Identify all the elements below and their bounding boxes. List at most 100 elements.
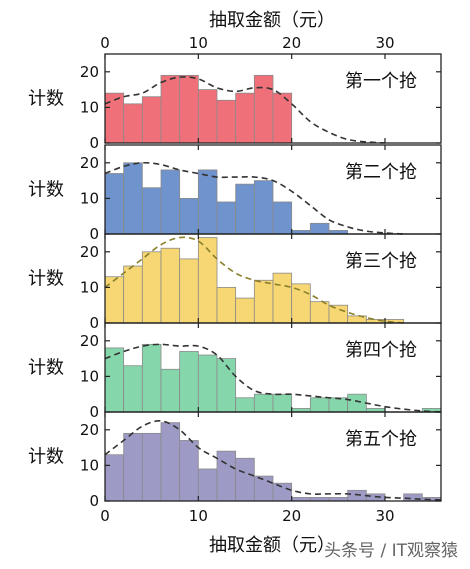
panel-label: 第三个抢 [345, 251, 417, 272]
panel-label: 第二个抢 [345, 162, 417, 183]
x-tick-label-top: 0 [100, 34, 110, 52]
bar [179, 197, 199, 235]
bar [123, 162, 143, 235]
bar [141, 432, 162, 502]
bar [309, 222, 330, 235]
bar [179, 351, 199, 413]
y-tick-label: 20 [80, 243, 99, 261]
panel-1: 0 10 20 计数 第一个抢 [28, 53, 442, 152]
y-tick-label: 20 [80, 63, 99, 81]
bar [216, 201, 237, 235]
bar [179, 440, 199, 502]
bar [123, 103, 143, 144]
y-tick-label: 0 [89, 314, 99, 332]
x-tick-label-bottom: 10 [189, 507, 208, 525]
bar [123, 432, 143, 502]
bar [104, 454, 125, 502]
y-tick-label: 10 [80, 278, 99, 296]
y-tick-label: 0 [89, 134, 99, 152]
bar [309, 397, 330, 413]
y-axis-title: 计数 [28, 269, 64, 290]
bar [309, 301, 330, 324]
x-tick-label-bottom: 0 [100, 507, 110, 525]
bar [253, 393, 274, 413]
plot-frame [104, 411, 442, 502]
bar [253, 279, 274, 324]
bar [160, 169, 181, 235]
panel-label: 第四个抢 [345, 340, 417, 361]
panel-2: 0 10 20 计数 第二个抢 [28, 144, 442, 243]
bar [141, 187, 162, 235]
bottom-x-tick-labels: 0 10 20 30 [100, 507, 394, 525]
bar [216, 450, 237, 502]
watermark-text: 头条号 / IT观察猿 [324, 541, 458, 561]
bar [272, 272, 293, 324]
bar [104, 276, 125, 324]
y-tick-label: 0 [89, 492, 99, 510]
bar [197, 169, 218, 235]
fit-curve [104, 343, 442, 413]
bar [235, 183, 255, 235]
fit-curve [104, 161, 404, 235]
bar [235, 297, 255, 324]
top-x-tick-labels: 0 10 20 30 [100, 34, 394, 52]
y-tick-label: 10 [80, 456, 99, 474]
bar [253, 74, 274, 144]
bar [160, 368, 181, 413]
x-tick-label-bottom: 30 [375, 507, 394, 525]
y-axis-title: 计数 [28, 89, 64, 110]
bar [141, 251, 162, 324]
y-tick-label: 10 [80, 367, 99, 385]
bar [365, 493, 386, 502]
bar [104, 173, 125, 235]
bar [272, 201, 293, 235]
bar [197, 354, 218, 413]
bar [235, 397, 255, 413]
bar [104, 92, 125, 144]
y-axis-title: 计数 [28, 358, 64, 379]
bar [347, 393, 367, 413]
bar [123, 365, 143, 413]
panel-5: 0 10 20 计数 第五个抢 [28, 411, 442, 510]
y-tick-label: 20 [80, 332, 99, 350]
bar [328, 397, 349, 413]
bar [253, 475, 274, 502]
panel-4: 0 10 20 计数 第四个抢 [28, 322, 442, 421]
bar [347, 489, 367, 502]
bar [160, 247, 181, 324]
bar [216, 286, 237, 324]
x-tick-label-bottom: 20 [282, 507, 301, 525]
fit-curve [104, 236, 404, 324]
bar [272, 482, 293, 502]
panel-label: 第五个抢 [345, 429, 417, 450]
bar [235, 92, 255, 144]
bar [235, 457, 255, 502]
bar [141, 96, 162, 144]
bar [197, 468, 218, 502]
bar [197, 89, 218, 144]
x-tick-label-top: 20 [282, 34, 301, 52]
y-tick-label: 0 [89, 403, 99, 421]
y-tick-label: 10 [80, 189, 99, 207]
bar [179, 74, 199, 144]
bar [272, 393, 293, 413]
bar [160, 422, 181, 502]
bottom-axis-title: 抽取金额（元） [209, 535, 335, 556]
panel-3: 0 10 20 计数 第三个抢 [28, 233, 442, 332]
bar [216, 99, 237, 144]
panel-label: 第一个抢 [345, 71, 417, 92]
panels-group: 01020计数第一个抢01020计数第二个抢01020计数第三个抢01020计数… [28, 34, 442, 525]
bar [253, 180, 274, 235]
x-tick-label-top: 10 [189, 34, 208, 52]
y-axis-title: 计数 [28, 447, 64, 468]
y-tick-label: 20 [80, 421, 99, 439]
bar [328, 304, 349, 324]
bar [141, 343, 162, 413]
bar [291, 283, 311, 324]
plot-frame [104, 53, 442, 144]
bar [123, 265, 143, 324]
top-axis-title: 抽取金额（元） [209, 10, 335, 31]
y-tick-label: 20 [80, 154, 99, 172]
bar [179, 258, 199, 324]
